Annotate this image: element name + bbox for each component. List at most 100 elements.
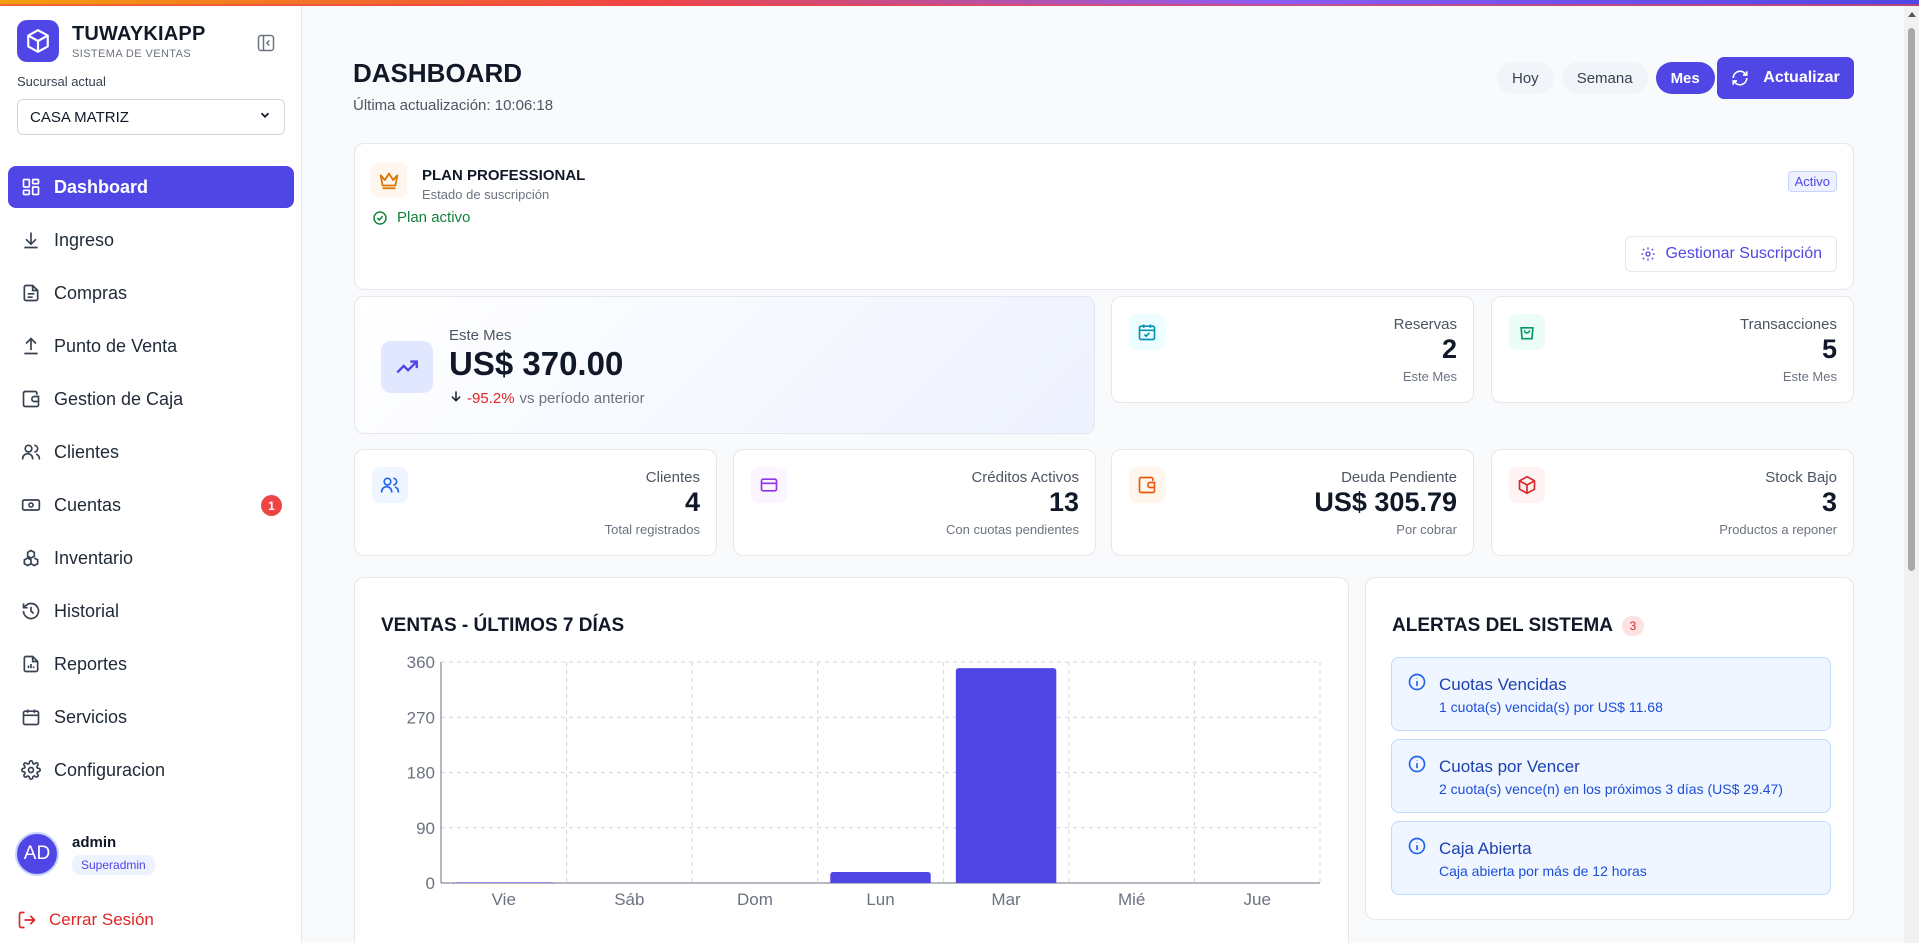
crown-icon	[371, 162, 407, 198]
sidebar-item-ingreso[interactable]: Ingreso	[8, 219, 294, 261]
sidebar-nav: Dashboard Ingreso Compras Punto de Venta…	[8, 166, 294, 802]
upload-icon	[20, 335, 42, 357]
stat-sub: Productos a reponer	[1719, 522, 1837, 537]
chart-bar	[830, 871, 931, 883]
logout-label: Cerrar Sesión	[49, 910, 154, 929]
user-profile[interactable]: AD admin Superadmin	[15, 832, 155, 876]
brand: TUWAYKIAPP SISTEMA DE VENTAS	[17, 20, 206, 62]
sidebar-item-gestion-de-caja[interactable]: Gestion de Caja	[8, 378, 294, 420]
sidebar-item-label: Reportes	[54, 653, 128, 674]
notification-badge: 1	[261, 495, 282, 516]
sidebar-item-dashboard[interactable]: Dashboard	[8, 166, 294, 208]
sales-bar-chart: 0 90 180 270 360 Vie Sáb Dom Lun Mar Mié Jue	[407, 653, 1321, 909]
report-icon	[20, 653, 42, 675]
alert-title: Caja Abierta	[1439, 839, 1532, 858]
manage-subscription-button[interactable]: Gestionar Suscripción	[1625, 236, 1837, 272]
dashboard-icon	[20, 176, 42, 198]
revenue-label: Este Mes	[449, 327, 512, 344]
alert-cuotas-por-vencer[interactable]: Cuotas por Vencer 2 cuota(s) vence(n) en…	[1391, 739, 1831, 813]
download-icon	[20, 229, 42, 251]
x-tick-label: Sáb	[614, 890, 644, 909]
scroll-up-icon[interactable]	[1908, 12, 1916, 17]
branch-select[interactable]: CASA MATRIZ	[17, 99, 285, 135]
users-icon	[372, 467, 408, 503]
stat-label: Créditos Activos	[971, 469, 1079, 486]
stat-label: Stock Bajo	[1765, 469, 1837, 486]
plan-title: PLAN PROFESSIONAL	[422, 167, 586, 184]
refresh-button[interactable]: Actualizar	[1717, 57, 1854, 99]
user-name: admin	[72, 833, 117, 851]
sidebar-item-historial[interactable]: Historial	[8, 590, 294, 632]
logout-button[interactable]: Cerrar Sesión	[17, 910, 154, 930]
page-title: DASHBOARD	[353, 58, 522, 88]
revenue-value: US$ 370.00	[449, 345, 624, 382]
tab-mes[interactable]: Mes	[1655, 62, 1715, 94]
sidebar-item-label: Configuracion	[54, 759, 166, 780]
sidebar-item-label: Clientes	[54, 441, 120, 462]
x-tick-label: Mié	[1118, 890, 1145, 909]
alert-text: Caja abierta por más de 12 horas	[1439, 863, 1647, 879]
sidebar-item-label: Gestion de Caja	[54, 388, 184, 409]
sidebar-item-clientes[interactable]: Clientes	[8, 431, 294, 473]
package-icon	[1509, 467, 1545, 503]
sidebar-item-servicios[interactable]: Servicios	[8, 696, 294, 738]
x-tick-label: Dom	[737, 890, 773, 909]
sidebar-item-configuracion[interactable]: Configuracion	[8, 749, 294, 791]
boxes-icon	[20, 547, 42, 569]
arrow-down-icon	[449, 389, 463, 407]
credit-card-icon	[751, 467, 787, 503]
gear-icon	[1640, 246, 1656, 262]
sidebar-item-label: Historial	[54, 600, 120, 621]
branch-selected-value: CASA MATRIZ	[30, 108, 129, 126]
stat-value: 4	[684, 487, 700, 517]
collapse-sidebar-icon[interactable]	[255, 32, 277, 54]
chart-bar	[453, 882, 555, 886]
clientes-card: Clientes 4 Total registrados	[354, 449, 717, 556]
main-content: DASHBOARD Última actualización: 10:06:18…	[303, 6, 1903, 943]
sidebar-item-compras[interactable]: Compras	[8, 272, 294, 314]
deuda-card: Deuda Pendiente US$ 305.79 Por cobrar	[1111, 449, 1474, 556]
sidebar-item-label: Cuentas	[54, 494, 122, 515]
alerts-card: ALERTAS DEL SISTEMA 3 Cuotas Vencidas 1 …	[1365, 577, 1854, 920]
x-tick-label: Jue	[1244, 890, 1271, 909]
revenue-change: -95.2% vs período anterior	[449, 389, 645, 407]
trending-up-icon	[381, 341, 433, 393]
sidebar-item-reportes[interactable]: Reportes	[8, 643, 294, 685]
history-icon	[20, 600, 42, 622]
sidebar-item-label: Punto de Venta	[54, 335, 178, 356]
stat-label: Reservas	[1393, 316, 1457, 333]
stat-sub: Este Mes	[1782, 369, 1837, 384]
tab-semana[interactable]: Semana	[1561, 62, 1648, 94]
stat-sub: Con cuotas pendientes	[946, 522, 1079, 537]
last-update: Última actualización: 10:06:18	[353, 97, 554, 114]
calendar-icon	[20, 706, 42, 728]
tab-hoy[interactable]: Hoy	[1497, 62, 1554, 94]
user-role-badge: Superadmin	[72, 854, 155, 875]
alert-cuotas-vencidas[interactable]: Cuotas Vencidas 1 cuota(s) vencida(s) po…	[1391, 657, 1831, 731]
plan-status-label: Plan activo	[397, 209, 471, 226]
revenue-change-percent: -95.2%	[467, 389, 515, 407]
stat-value: 13	[1048, 487, 1079, 517]
stat-value: 5	[1821, 334, 1837, 364]
sidebar-item-inventario[interactable]: Inventario	[8, 537, 294, 579]
y-tick-label: 90	[416, 819, 435, 838]
alert-text: 2 cuota(s) vence(n) en los próximos 3 dí…	[1439, 781, 1783, 797]
creditos-card: Créditos Activos 13 Con cuotas pendiente…	[733, 449, 1096, 556]
stat-sub: Este Mes	[1402, 369, 1457, 384]
alert-caja-abierta[interactable]: Caja Abierta Caja abierta por más de 12 …	[1391, 821, 1831, 895]
sidebar: TUWAYKIAPP SISTEMA DE VENTAS Sucursal ac…	[0, 6, 302, 943]
x-tick-label: Vie	[492, 890, 516, 909]
scrollbar-thumb[interactable]	[1908, 28, 1915, 571]
refresh-label: Actualizar	[1763, 69, 1840, 86]
sidebar-item-label: Ingreso	[54, 229, 115, 250]
alert-text: 1 cuota(s) vencida(s) por US$ 11.68	[1439, 699, 1663, 715]
document-icon	[20, 282, 42, 304]
sidebar-item-punto-de-venta[interactable]: Punto de Venta	[8, 325, 294, 367]
sidebar-item-cuentas[interactable]: Cuentas 1	[8, 484, 294, 526]
y-tick-label: 360	[407, 653, 435, 672]
stat-label: Transacciones	[1740, 316, 1837, 333]
alert-title: Cuotas por Vencer	[1439, 757, 1580, 776]
avatar: AD	[15, 832, 59, 876]
page-scrollbar[interactable]	[1904, 6, 1919, 943]
x-tick-label: Mar	[991, 890, 1021, 909]
